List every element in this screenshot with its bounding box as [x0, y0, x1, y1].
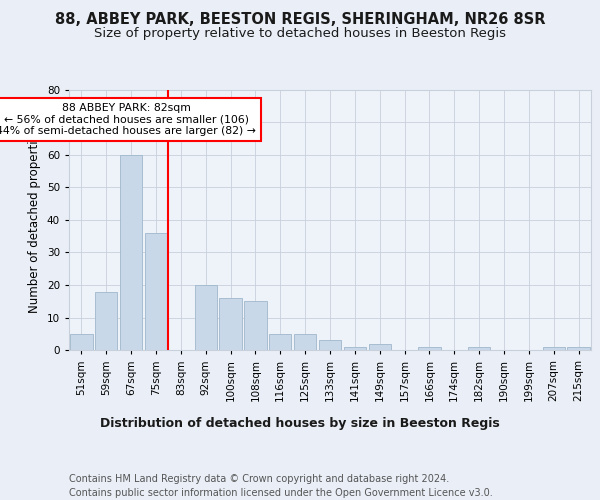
- Bar: [468, 347, 490, 350]
- Text: Contains HM Land Registry data © Crown copyright and database right 2024.
Contai: Contains HM Land Registry data © Crown c…: [69, 474, 493, 498]
- Bar: [220, 298, 242, 350]
- Text: 88 ABBEY PARK: 82sqm
← 56% of detached houses are smaller (106)
44% of semi-deta: 88 ABBEY PARK: 82sqm ← 56% of detached h…: [0, 103, 256, 136]
- Bar: [95, 292, 118, 350]
- Text: Size of property relative to detached houses in Beeston Regis: Size of property relative to detached ho…: [94, 28, 506, 40]
- Bar: [194, 285, 217, 350]
- Y-axis label: Number of detached properties: Number of detached properties: [28, 127, 41, 313]
- Bar: [418, 347, 440, 350]
- Bar: [120, 155, 142, 350]
- Text: 88, ABBEY PARK, BEESTON REGIS, SHERINGHAM, NR26 8SR: 88, ABBEY PARK, BEESTON REGIS, SHERINGHA…: [55, 12, 545, 28]
- Bar: [70, 334, 92, 350]
- Bar: [542, 347, 565, 350]
- Text: Distribution of detached houses by size in Beeston Regis: Distribution of detached houses by size …: [100, 418, 500, 430]
- Bar: [368, 344, 391, 350]
- Bar: [145, 233, 167, 350]
- Bar: [319, 340, 341, 350]
- Bar: [294, 334, 316, 350]
- Bar: [344, 347, 366, 350]
- Bar: [244, 301, 266, 350]
- Bar: [269, 334, 292, 350]
- Bar: [568, 347, 590, 350]
